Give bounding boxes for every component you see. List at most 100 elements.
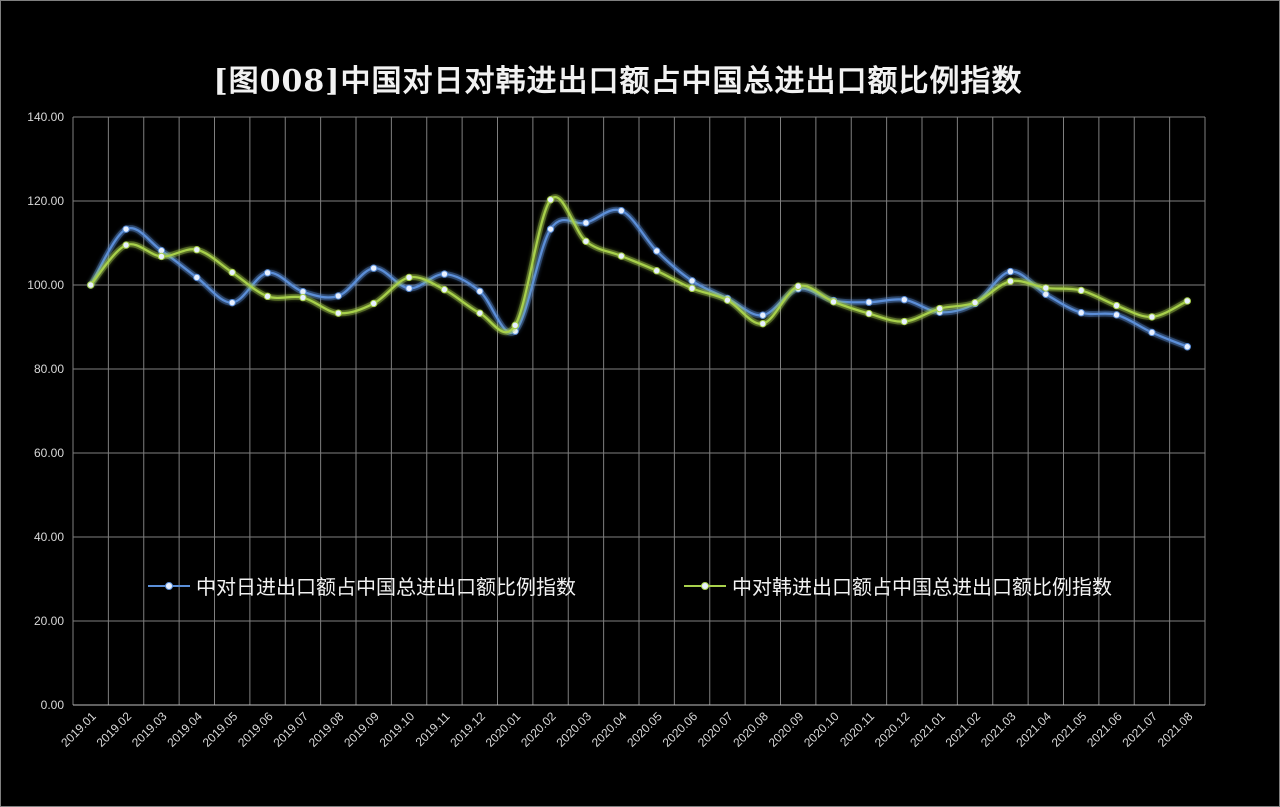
data-point-korea: [511, 321, 519, 330]
data-point-korea: [263, 292, 272, 301]
data-point-japan: [1183, 343, 1192, 351]
x-tick-label: 2020.01: [483, 709, 524, 750]
data-point-japan: [1042, 290, 1050, 298]
x-tick-label: 2019.12: [447, 709, 488, 750]
x-tick-label: 2019.03: [129, 709, 170, 750]
data-point-korea: [794, 282, 802, 290]
data-point-japan: [263, 269, 272, 277]
y-tick-label: 60.00: [34, 446, 64, 460]
data-point-japan: [900, 296, 909, 304]
data-point-japan: [1112, 311, 1121, 319]
data-point-korea: [900, 317, 909, 326]
legend: 中对日进出口额占中国总进出口额比例指数 中对韩进出口额占中国总进出口额比例指数: [0, 571, 1280, 600]
legend-label-japan: 中对日进出口额占中国总进出口额比例指数: [196, 575, 576, 599]
data-point-korea: [228, 268, 236, 277]
series-group: [86, 194, 1192, 351]
data-point-korea: [617, 252, 626, 260]
data-point-japan: [334, 292, 343, 300]
data-point-korea: [405, 273, 413, 282]
x-tick-label: 2020.12: [872, 709, 913, 750]
data-point-korea: [865, 309, 873, 318]
data-point-korea: [440, 285, 449, 294]
data-point-japan: [405, 284, 413, 293]
data-point-japan: [1077, 309, 1085, 317]
x-tick-label: 2019.06: [235, 709, 276, 750]
x-tick-label: 2021.08: [1155, 709, 1196, 750]
x-tick-label: 2020.11: [837, 709, 877, 749]
data-point-korea: [829, 298, 838, 306]
x-tick-label: 2020.02: [518, 709, 559, 750]
x-tick-label: 2020.07: [695, 709, 736, 750]
y-tick-label: 100.00: [27, 278, 64, 292]
grid: [72, 116, 1206, 706]
y-tick-label: 0.00: [41, 698, 65, 712]
data-point-korea: [1077, 286, 1085, 295]
data-point-korea: [122, 241, 130, 249]
x-tick-label: 2020.04: [589, 709, 630, 750]
x-tick-label: 2019.05: [200, 709, 241, 750]
data-point-japan: [1148, 328, 1156, 337]
x-tick-label: 2019.01: [58, 709, 99, 750]
data-point-japan: [617, 206, 626, 215]
data-point-japan: [122, 225, 130, 233]
data-point-japan: [865, 298, 873, 306]
y-axis: 0.00 20.00 40.00 60.00 80.00 100.00 120.00 140.…: [27, 110, 64, 712]
data-point-korea: [935, 304, 944, 313]
data-point-korea: [582, 237, 590, 246]
data-point-korea: [1042, 284, 1050, 292]
data-point-korea: [299, 293, 307, 302]
data-point-korea: [688, 284, 696, 293]
data-point-japan: [759, 311, 767, 319]
data-point-korea: [759, 319, 767, 328]
data-point-japan: [476, 287, 484, 295]
legend-swatch-japan: [148, 579, 190, 593]
y-tick-label: 140.00: [27, 110, 64, 124]
x-tick-label: 2019.11: [413, 709, 453, 749]
data-point-korea: [1183, 297, 1192, 305]
data-point-korea: [546, 196, 555, 204]
x-tick-label: 2021.05: [1049, 709, 1090, 750]
data-point-korea: [1112, 301, 1121, 310]
x-tick-label: 2021.06: [1084, 709, 1125, 750]
data-point-korea: [86, 281, 95, 289]
data-point-japan: [1006, 267, 1015, 276]
data-point-korea: [1148, 313, 1156, 321]
x-tick-label: 2021.01: [907, 709, 948, 750]
data-point-japan: [688, 277, 696, 285]
data-point-japan: [440, 270, 449, 278]
data-point-korea: [334, 309, 343, 317]
legend-swatch-korea: [684, 579, 726, 593]
x-axis: 2019.012019.022019.032019.042019.052019.…: [58, 709, 1195, 750]
x-tick-label: 2020.08: [730, 709, 771, 750]
data-point-korea: [369, 299, 378, 308]
data-point-japan: [369, 264, 378, 272]
x-tick-label: 2019.08: [306, 709, 347, 750]
data-point-japan: [546, 225, 555, 233]
x-tick-label: 2021.03: [978, 709, 1019, 750]
y-tick-label: 20.00: [34, 614, 64, 628]
x-tick-label: 2019.09: [341, 709, 382, 750]
x-tick-label: 2019.07: [270, 709, 311, 750]
x-tick-label: 2020.09: [766, 709, 807, 750]
y-tick-label: 120.00: [27, 194, 64, 208]
x-tick-label: 2021.07: [1119, 709, 1160, 750]
data-point-korea: [1006, 277, 1015, 285]
series-line-korea: [89, 196, 1189, 334]
x-tick-label: 2019.02: [94, 709, 135, 750]
x-tick-label: 2021.04: [1013, 709, 1054, 750]
data-point-japan: [582, 219, 590, 227]
data-point-korea: [971, 298, 979, 307]
data-point-korea: [652, 267, 661, 275]
data-point-korea: [723, 296, 732, 304]
legend-label-korea: 中对韩进出口额占中国总进出口额比例指数: [732, 575, 1112, 599]
legend-item-korea: 中对韩进出口额占中国总进出口额比例指数: [684, 571, 1112, 600]
y-tick-label: 80.00: [34, 362, 64, 376]
x-tick-label: 2019.04: [164, 709, 205, 750]
y-tick-label: 40.00: [34, 530, 64, 544]
data-point-japan: [193, 273, 201, 282]
x-tick-label: 2020.06: [660, 709, 701, 750]
data-point-korea: [193, 246, 201, 254]
data-point-korea: [476, 309, 484, 317]
